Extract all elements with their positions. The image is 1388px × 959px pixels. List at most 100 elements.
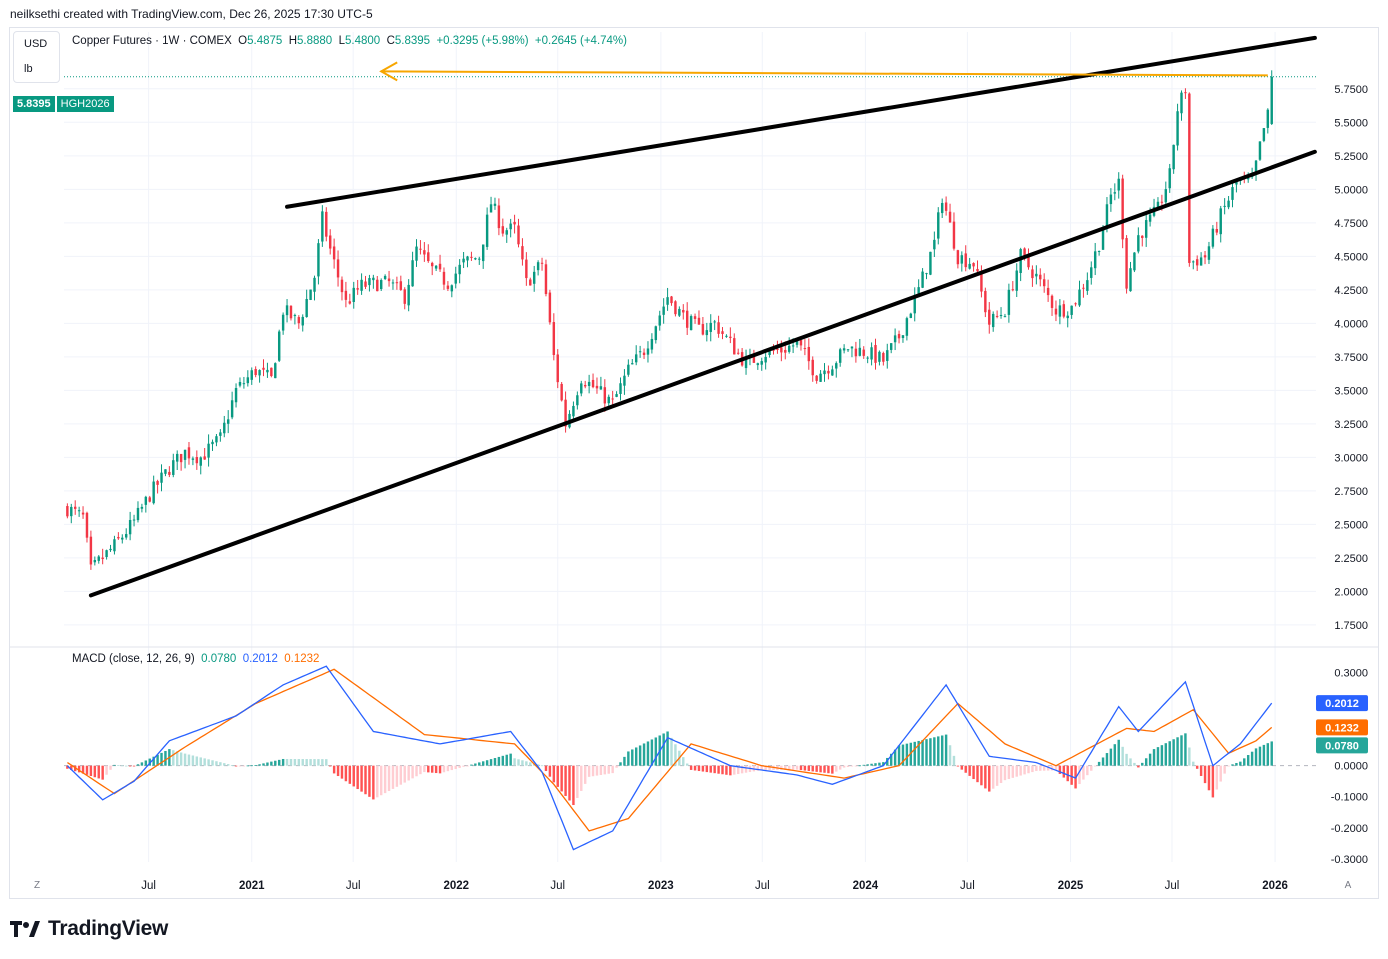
macd-histogram-bar xyxy=(972,765,975,780)
macd-histogram-bar xyxy=(262,763,265,766)
macd-histogram-bar xyxy=(497,756,501,766)
macd-histogram-bar xyxy=(933,737,936,766)
price-tick-label: 5.2500 xyxy=(1334,151,1368,163)
macd-histogram-bar xyxy=(925,739,928,766)
candle-body xyxy=(1141,235,1144,239)
candle-body xyxy=(140,506,144,509)
macd-histogram-bar xyxy=(909,742,913,766)
candle-body xyxy=(870,347,873,360)
candle-body xyxy=(148,497,151,502)
low-label: L xyxy=(338,35,345,47)
candle-body xyxy=(776,348,779,351)
macd-histogram-bar xyxy=(293,759,297,766)
symbol-title[interactable]: Copper Futures · 1W · COMEX xyxy=(72,35,232,47)
macd-histogram-bar xyxy=(493,758,497,766)
macd-histogram-bar xyxy=(878,762,881,766)
macd-histogram-bar xyxy=(383,765,387,794)
candle-body xyxy=(858,347,862,356)
macd-histogram-bar xyxy=(736,765,740,775)
macd-histogram-bar xyxy=(799,765,803,771)
candle-body xyxy=(175,453,179,462)
candle-body xyxy=(195,457,199,464)
candle-body xyxy=(442,271,446,285)
macd-histogram-bar xyxy=(1015,765,1018,777)
candle-body xyxy=(187,447,191,459)
candle-body xyxy=(352,287,355,302)
candle-body xyxy=(831,369,834,376)
candle-body xyxy=(1176,111,1179,146)
macd-histogram-bar xyxy=(211,760,214,766)
macd-legend[interactable]: MACD (close, 12, 26, 9) 0.0780 0.2012 0.… xyxy=(72,653,319,665)
time-tick-label: 2021 xyxy=(239,880,265,892)
macd-histogram-bar xyxy=(937,736,940,766)
macd-histogram-bar xyxy=(411,765,414,779)
unit-label[interactable]: lb xyxy=(24,63,33,75)
candle-body xyxy=(889,343,893,350)
macd-histogram-bar xyxy=(1211,765,1215,798)
candle-body xyxy=(917,287,920,294)
candle-body xyxy=(1137,235,1140,252)
price-tick-label: 2.0000 xyxy=(1334,586,1368,598)
time-tick-label: 2026 xyxy=(1262,880,1288,892)
macd-histogram-bar xyxy=(427,765,430,773)
macd-histogram-bar xyxy=(682,757,685,766)
macd-histogram-bar xyxy=(128,765,132,767)
candle-body xyxy=(678,308,681,316)
currency-label[interactable]: USD xyxy=(24,38,48,50)
candle-body xyxy=(383,275,387,279)
candle-body xyxy=(1192,261,1195,263)
candle-body xyxy=(1070,305,1073,315)
zoom-corner-button[interactable]: Z xyxy=(33,880,41,891)
macd-histogram-bar xyxy=(638,745,642,766)
candle-body xyxy=(403,289,406,304)
macd-histogram-bar xyxy=(760,765,763,771)
macd-histogram-bar xyxy=(356,765,359,790)
candle-body xyxy=(733,338,736,355)
candle-body xyxy=(693,316,697,319)
macd-histogram-bar xyxy=(195,756,199,766)
macd-histogram-bar xyxy=(1207,765,1211,791)
macd-histogram-bar xyxy=(768,765,771,770)
candle-body xyxy=(799,340,803,346)
macd-histogram-bar xyxy=(964,765,967,773)
candle-body xyxy=(556,354,559,383)
tradingview-logo[interactable]: TradingView xyxy=(10,917,168,941)
candle-body xyxy=(544,264,548,295)
candle-body xyxy=(1211,228,1215,247)
macd-histogram-bar xyxy=(1078,765,1081,785)
candle-body xyxy=(603,387,607,404)
candle-body xyxy=(501,226,505,234)
macd-histogram-bar xyxy=(501,755,505,766)
macd-histogram-bar xyxy=(544,765,548,772)
candle-body xyxy=(1231,187,1234,200)
macd-histogram-bar xyxy=(921,740,924,766)
candle-body xyxy=(944,202,948,211)
candle-body xyxy=(1262,128,1266,141)
candle-body xyxy=(705,330,709,336)
macd-histogram-bar xyxy=(215,761,218,766)
macd-histogram-bar xyxy=(352,765,355,787)
trendlines xyxy=(88,35,1317,598)
candle-body xyxy=(419,248,422,250)
macd-histogram-bar xyxy=(862,764,865,766)
price-tick-label: 2.5000 xyxy=(1334,519,1368,531)
tradingview-logo-icon xyxy=(10,921,40,937)
auto-scale-button[interactable]: A xyxy=(1344,880,1352,891)
macd-title[interactable]: MACD (close, 12, 26, 9) xyxy=(72,653,195,665)
unit-selector[interactable]: USD lb xyxy=(13,31,60,83)
macd-histogram-bar xyxy=(277,759,281,766)
macd-histogram-bar xyxy=(1058,765,1062,774)
price-tick-label: 4.7500 xyxy=(1334,218,1368,230)
macd-histogram-bar xyxy=(591,765,595,777)
macd-histogram-bar xyxy=(1082,765,1085,780)
macd-histogram-bar xyxy=(89,765,93,777)
symbol-legend[interactable]: Copper Futures · 1W · COMEX O5.4875 H5.8… xyxy=(72,35,627,47)
price-tick-label: 3.0000 xyxy=(1334,452,1368,464)
candle-body xyxy=(960,255,964,264)
time-tick-label: 2022 xyxy=(444,880,470,892)
candle-body xyxy=(995,315,999,317)
macd-hist-value: 0.0780 xyxy=(201,653,237,665)
candle-body xyxy=(701,324,705,335)
macd-histogram-bar xyxy=(870,763,873,766)
